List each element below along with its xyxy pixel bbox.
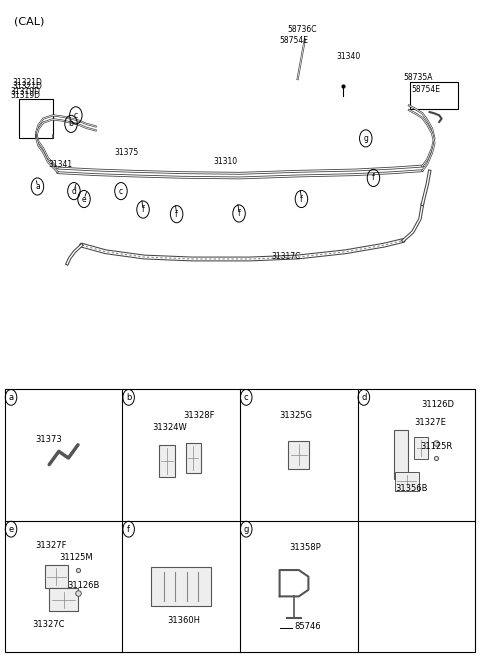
FancyBboxPatch shape: [288, 441, 310, 469]
FancyBboxPatch shape: [158, 445, 175, 477]
Text: 58754E: 58754E: [412, 84, 441, 94]
Text: 31375: 31375: [114, 148, 139, 157]
Text: e: e: [82, 194, 86, 204]
Text: 58736C: 58736C: [287, 25, 316, 34]
FancyBboxPatch shape: [152, 567, 211, 606]
Text: b: b: [69, 119, 73, 129]
Text: c: c: [119, 186, 123, 196]
Text: b: b: [126, 393, 132, 402]
Text: 31358P: 31358P: [289, 543, 321, 552]
Text: 31341: 31341: [48, 159, 72, 169]
Text: c: c: [74, 111, 78, 120]
Text: 31340: 31340: [336, 52, 360, 61]
Text: 31125M: 31125M: [59, 553, 93, 562]
Text: d: d: [72, 186, 76, 196]
Text: 58735A: 58735A: [403, 73, 432, 82]
Text: 85746: 85746: [294, 622, 321, 631]
Bar: [5, 389, 475, 652]
Text: f: f: [175, 210, 178, 219]
Text: 58754E: 58754E: [279, 36, 308, 45]
Text: f: f: [372, 173, 375, 183]
FancyBboxPatch shape: [49, 588, 78, 611]
Text: 31319D: 31319D: [11, 90, 40, 100]
Text: 31373: 31373: [35, 434, 61, 444]
Text: 31310: 31310: [214, 157, 238, 166]
Text: f: f: [142, 205, 144, 214]
Text: 31325G: 31325G: [279, 411, 312, 420]
Text: e: e: [9, 525, 13, 534]
Text: 31126B: 31126B: [67, 581, 100, 590]
Text: 31324W: 31324W: [153, 422, 187, 432]
Text: d: d: [361, 393, 367, 402]
Text: 31321D: 31321D: [12, 82, 42, 91]
Text: 31327E: 31327E: [414, 418, 446, 427]
Text: f: f: [238, 209, 240, 218]
FancyBboxPatch shape: [414, 437, 428, 459]
Text: g: g: [243, 525, 249, 534]
Text: c: c: [244, 393, 249, 402]
FancyBboxPatch shape: [394, 430, 408, 479]
Text: g: g: [363, 134, 368, 143]
Text: a: a: [35, 182, 40, 191]
Text: 31317C: 31317C: [271, 252, 300, 261]
Text: 31356B: 31356B: [395, 484, 427, 493]
Text: 31327C: 31327C: [33, 620, 65, 629]
Text: 31327F: 31327F: [35, 541, 66, 550]
Text: 31321D: 31321D: [12, 78, 42, 87]
Text: 31328F: 31328F: [183, 411, 215, 420]
Text: 31360H: 31360H: [167, 616, 200, 625]
Text: 31125R: 31125R: [420, 442, 453, 451]
Text: (CAL): (CAL): [14, 16, 45, 26]
Text: 31319D: 31319D: [11, 86, 40, 96]
Text: 31126D: 31126D: [421, 399, 454, 409]
Bar: [19, 99, 53, 138]
FancyBboxPatch shape: [185, 443, 201, 473]
FancyBboxPatch shape: [45, 565, 68, 588]
Text: f: f: [127, 525, 130, 534]
Bar: [410, 82, 458, 109]
Text: f: f: [300, 194, 303, 204]
FancyBboxPatch shape: [395, 472, 419, 490]
Text: a: a: [9, 393, 13, 402]
